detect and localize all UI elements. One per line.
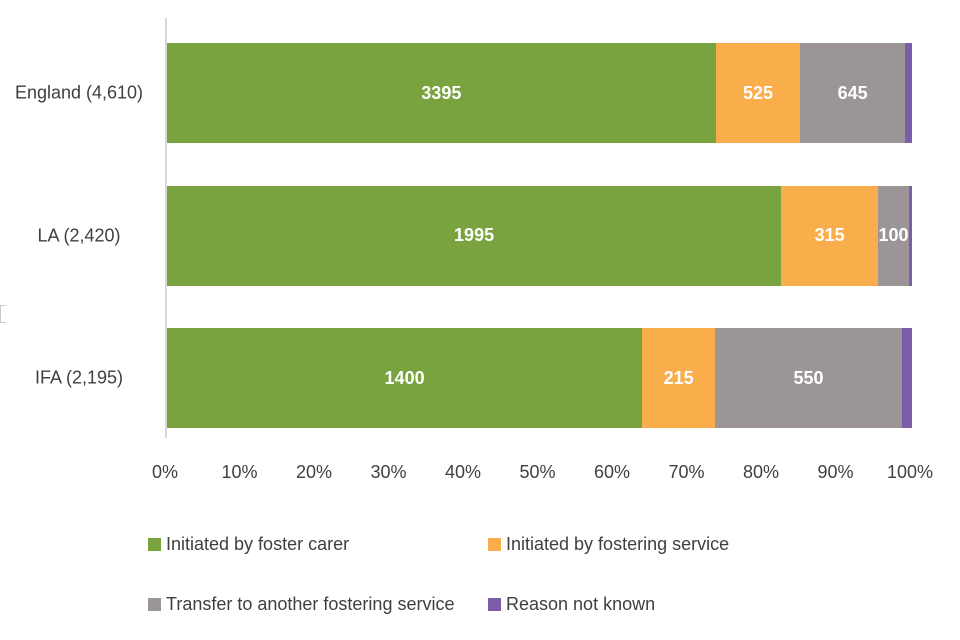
legend-marker — [488, 537, 501, 551]
x-axis: 0% 10% 20% 30% 40% 50% 60% 70% 80% 90% 100% — [152, 462, 933, 490]
category-label: England (4,610) — [14, 82, 144, 103]
category-labels: England (4,610) LA (2,420) IFA (2,195) — [0, 0, 158, 640]
bar-value-label: 315 — [814, 225, 845, 245]
legend-marker — [148, 597, 161, 611]
bar-value-label: 550 — [793, 367, 824, 388]
category-label: IFA (2,195) — [34, 367, 124, 388]
legend-item: Reason not known — [488, 593, 918, 615]
x-tick-label: 10% — [221, 462, 258, 482]
x-tick-label: 80% — [742, 462, 780, 482]
bar-segment-foster-carer: 1400 — [167, 328, 643, 428]
legend-item: Initiated by foster carer — [148, 533, 488, 555]
bar-value-label: 645 — [837, 82, 868, 103]
bar-value-label: 525 — [743, 82, 774, 103]
bar-value-label: 3395 — [421, 82, 462, 103]
bar-segment-transfer: 645 — [800, 43, 905, 143]
bar-value-label: 1400 — [384, 367, 425, 388]
x-tick-label: 0% — [151, 462, 179, 482]
bar-segment-not-known — [904, 43, 912, 143]
legend-item: Transfer to another fostering service — [148, 593, 488, 615]
x-tick-label: 50% — [519, 462, 556, 482]
bar-value-label: 215 — [663, 367, 694, 388]
bar-value-label: 100 — [878, 225, 909, 245]
legend-label: Initiated by fostering service — [506, 533, 730, 554]
stacked-bar: 1995 315 100 — [167, 185, 912, 286]
bar-value-label: 1995 — [454, 225, 495, 245]
y-axis-artifact — [0, 305, 6, 323]
x-tick-label: 90% — [817, 462, 854, 482]
legend-label: Transfer to another fostering service — [166, 593, 455, 614]
plot-area: 3395 525 645 1995 315 100 1400 215 550 — [165, 18, 912, 438]
legend-label: Reason not known — [506, 593, 656, 614]
bar-segment-foster-carer: 1995 — [167, 185, 782, 286]
stacked-bar: 3395 525 645 — [167, 43, 912, 143]
x-tick-label: 40% — [444, 462, 482, 482]
bar-segment-transfer: 550 — [715, 328, 902, 428]
x-tick-label: 100% — [886, 462, 934, 482]
bar-segment-fostering-service: 315 — [781, 185, 879, 286]
x-tick-label: 60% — [593, 462, 631, 482]
bar-segment-not-known — [908, 185, 912, 286]
bar-segment-transfer: 100 — [878, 185, 909, 286]
legend-item: Initiated by fostering service — [488, 533, 918, 555]
category-label: LA (2,420) — [37, 225, 121, 245]
bar-segment-fostering-service: 525 — [715, 43, 801, 143]
x-tick-label: 20% — [295, 462, 333, 482]
bar-segment-foster-carer: 3395 — [167, 43, 716, 143]
legend-marker — [148, 537, 161, 551]
bar-segment-not-known — [901, 328, 912, 428]
legend-label: Initiated by foster carer — [166, 533, 350, 554]
x-tick-label: 30% — [370, 462, 407, 482]
legend-marker — [488, 597, 501, 611]
x-tick-label: 70% — [668, 462, 705, 482]
bar-segment-fostering-service: 215 — [642, 328, 716, 428]
stacked-bar: 1400 215 550 — [167, 328, 912, 428]
legend: Initiated by foster carer Initiated by fo… — [148, 533, 918, 615]
